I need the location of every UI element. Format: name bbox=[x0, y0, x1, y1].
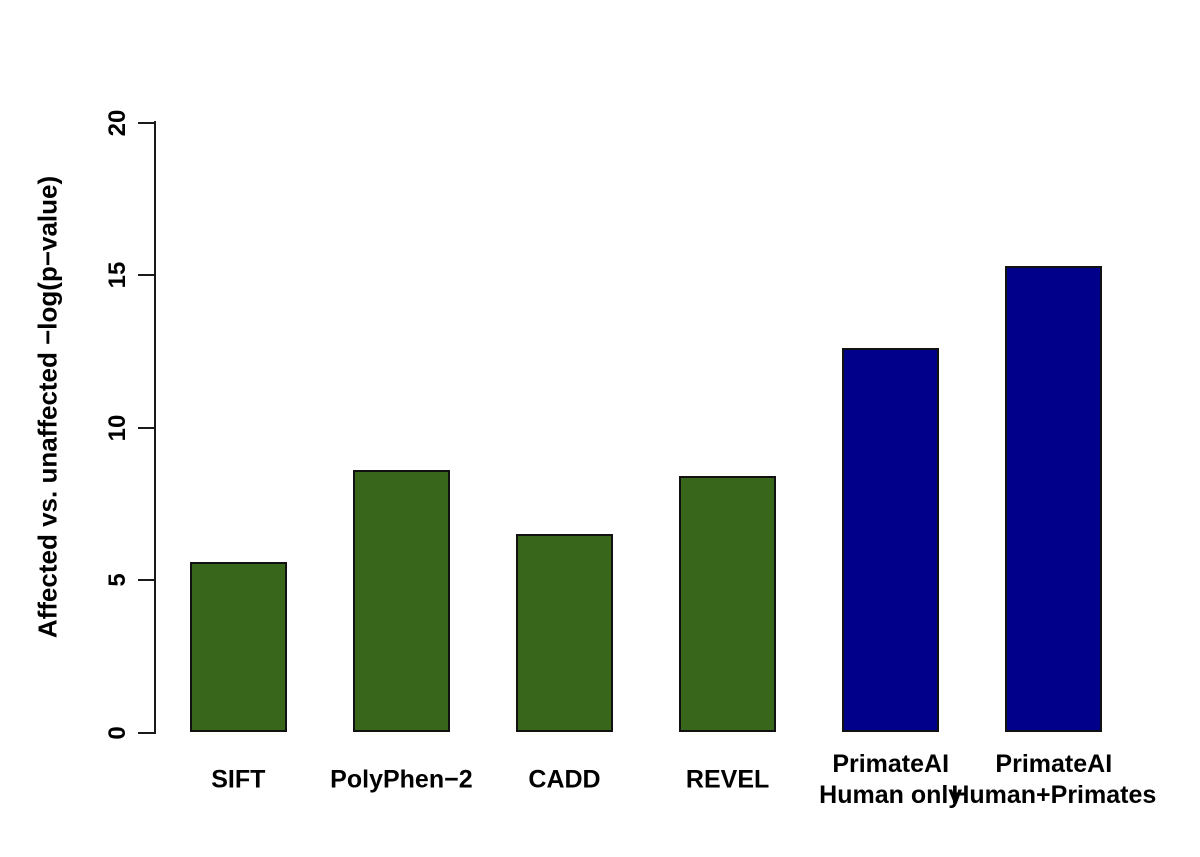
x-label-line: PolyPhen−2 bbox=[330, 765, 473, 794]
y-axis-line bbox=[154, 121, 156, 734]
bar-polyphen-2 bbox=[352, 470, 450, 733]
y-axis-tick-10 bbox=[138, 426, 155, 429]
y-axis-tick-20 bbox=[138, 121, 155, 124]
x-label-line: SIFT bbox=[211, 765, 266, 794]
bar-cadd bbox=[516, 534, 613, 733]
x-label-primateai-human-only: PrimateAI Human only bbox=[819, 749, 962, 811]
y-axis-tick-label-0: 0 bbox=[104, 725, 131, 740]
bar-sift bbox=[189, 561, 287, 733]
x-label-line: REVEL bbox=[685, 765, 770, 794]
x-label-line: Human only bbox=[819, 781, 963, 809]
y-axis-tick-5 bbox=[138, 579, 155, 582]
x-label-cadd: CADD bbox=[528, 765, 600, 796]
y-axis-tick-label-10: 10 bbox=[104, 414, 131, 441]
y-axis-title: Affected vs. unaffected −log(p−value) bbox=[32, 175, 63, 639]
x-label-sift: SIFT bbox=[211, 765, 265, 796]
x-label-line: PrimateAI bbox=[995, 750, 1113, 778]
y-axis-tick-15 bbox=[138, 274, 155, 277]
x-label-line: CADD bbox=[528, 765, 601, 794]
y-axis-tick-0 bbox=[138, 731, 155, 734]
bar-revel bbox=[679, 476, 777, 733]
y-axis-tick-label-5: 5 bbox=[104, 573, 131, 587]
x-label-line: PrimateAI bbox=[832, 750, 950, 778]
bar-primateai-human-primates bbox=[1005, 266, 1103, 733]
y-axis-tick-label-20: 20 bbox=[104, 109, 131, 137]
x-label-revel: REVEL bbox=[686, 765, 769, 796]
x-label-line: Human+Primates bbox=[951, 781, 1157, 809]
bar-primateai-human-only bbox=[842, 348, 940, 733]
y-axis-tick-label-15: 15 bbox=[104, 261, 131, 289]
x-label-primateai-human-primates: PrimateAI Human+Primates bbox=[951, 749, 1156, 811]
x-label-polyphen-2: PolyPhen−2 bbox=[330, 765, 472, 796]
